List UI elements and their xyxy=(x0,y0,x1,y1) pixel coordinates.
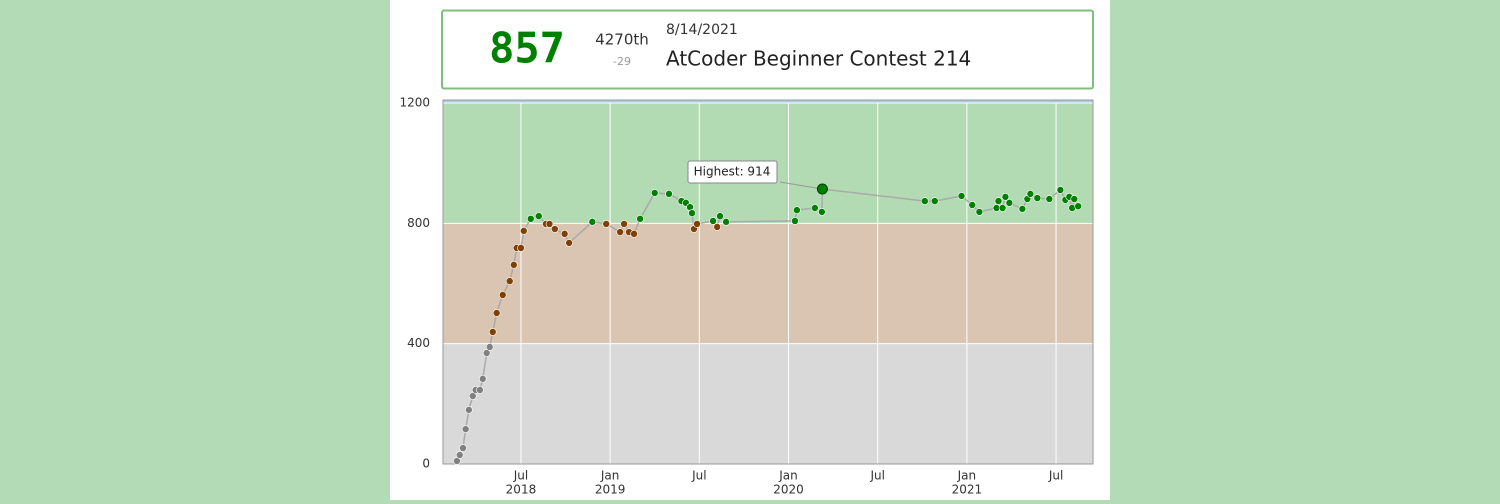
rating-point xyxy=(465,406,473,414)
rating-point xyxy=(811,204,819,212)
rating-band xyxy=(443,223,1093,344)
rating-point xyxy=(485,343,494,351)
rating-point xyxy=(1045,195,1054,203)
rating-point xyxy=(793,206,801,214)
rating-point xyxy=(722,218,730,226)
date: 8/14/2021 xyxy=(666,22,738,38)
rating-point xyxy=(551,225,559,233)
x-year-label: 2021 xyxy=(952,483,983,497)
rating-point xyxy=(1033,194,1042,202)
rating-point xyxy=(455,451,464,459)
rating-point xyxy=(505,277,514,285)
rating-point xyxy=(482,349,491,357)
rating-point xyxy=(650,189,659,197)
annotation-box xyxy=(687,160,778,184)
x-tick-label: Jan xyxy=(957,469,977,483)
rating-point xyxy=(488,328,497,336)
rating-point xyxy=(665,190,673,198)
rating-point xyxy=(630,230,638,238)
rating-point xyxy=(709,217,717,225)
rating-point xyxy=(620,220,628,228)
rating-point xyxy=(461,425,470,433)
rating-point xyxy=(975,208,984,216)
rating-point xyxy=(560,230,569,238)
rating-point xyxy=(588,218,597,226)
y-tick-label: 400 xyxy=(407,336,430,350)
plot-border xyxy=(442,99,1094,465)
rating-point xyxy=(534,212,543,220)
y-tick-label: 0 xyxy=(422,457,430,471)
rating-point xyxy=(816,183,828,195)
rating-point xyxy=(1001,193,1010,201)
x-tick-label: Jul xyxy=(1048,469,1063,483)
rating-point xyxy=(492,309,501,317)
rating-point xyxy=(476,386,484,394)
rating-point xyxy=(616,228,624,236)
rating-point xyxy=(1056,186,1065,194)
rating-point xyxy=(1074,202,1082,210)
x-year-label: 2019 xyxy=(595,483,626,497)
rating-point xyxy=(998,204,1007,212)
rating-point xyxy=(920,197,929,205)
annotation: Highest: 914 xyxy=(694,165,771,179)
rating-point xyxy=(565,239,573,247)
y-tick-label: 800 xyxy=(407,216,430,230)
diff: -29 xyxy=(613,55,631,68)
annotation-leader xyxy=(779,181,823,190)
rating-point xyxy=(453,457,461,465)
rating-point xyxy=(1026,190,1035,198)
rating-point xyxy=(526,215,535,223)
x-tick-label: Jul xyxy=(691,469,706,483)
x-tick-label: Jul xyxy=(869,469,884,483)
x-tick-label: Jan xyxy=(778,469,798,483)
rating-point xyxy=(791,217,799,225)
rating-point xyxy=(957,192,966,200)
rank: 4270th xyxy=(595,31,649,49)
rating-point xyxy=(468,392,477,400)
rating-point xyxy=(688,209,696,217)
rating-point xyxy=(1005,199,1014,207)
rating: 857 xyxy=(489,24,565,73)
contest: AtCoder Beginner Contest 214 xyxy=(666,47,971,71)
rating-point xyxy=(693,220,701,228)
rating-point xyxy=(818,208,826,216)
x-tick-label: Jul xyxy=(513,469,528,483)
rating-point xyxy=(510,261,518,269)
rating-point xyxy=(520,227,528,235)
rating-point xyxy=(1070,195,1079,203)
rating-point xyxy=(545,220,554,228)
rating-band xyxy=(443,343,1093,464)
rating-point xyxy=(478,375,487,383)
rating-point xyxy=(968,201,977,209)
x-tick-label: Jan xyxy=(600,469,620,483)
top-band xyxy=(443,100,1093,103)
rating-point xyxy=(602,220,611,228)
rating-point xyxy=(994,197,1003,205)
rating-point xyxy=(930,197,939,205)
y-tick-label: 1200 xyxy=(399,96,430,110)
rating-point xyxy=(636,215,644,223)
rating-point xyxy=(459,444,467,452)
x-year-label: 2018 xyxy=(506,483,537,497)
status-card xyxy=(441,9,1094,90)
rating-point xyxy=(1018,205,1027,213)
rating-point xyxy=(517,244,525,252)
rating-point xyxy=(716,212,724,220)
rating-point xyxy=(498,291,507,299)
x-year-label: 2020 xyxy=(773,483,804,497)
rating-point xyxy=(713,223,721,231)
